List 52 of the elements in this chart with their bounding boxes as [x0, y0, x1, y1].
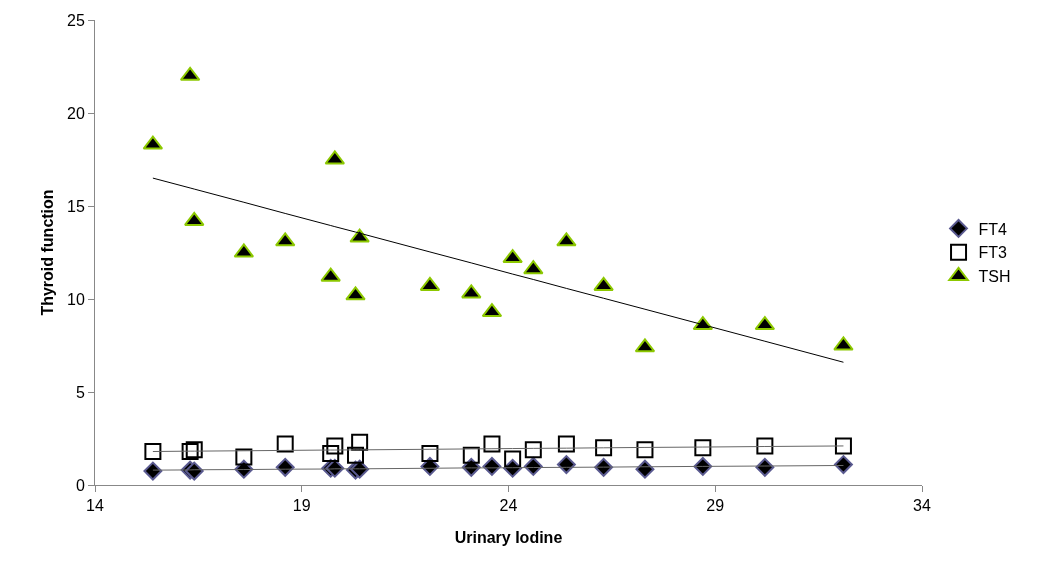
y-tick-label: 20	[67, 104, 85, 122]
y-axis-title: Thyroid function	[39, 189, 56, 316]
point	[235, 448, 253, 466]
legend-label: FT3	[978, 244, 1008, 262]
x-tick-label: 34	[913, 497, 931, 515]
point	[185, 441, 203, 459]
point	[349, 228, 370, 243]
point	[556, 455, 576, 474]
point	[345, 286, 366, 301]
point	[351, 433, 369, 451]
point	[523, 260, 544, 275]
point	[694, 439, 712, 457]
point	[524, 441, 542, 459]
point	[504, 450, 522, 468]
legend-label: TSH	[978, 268, 1011, 286]
point	[326, 437, 344, 455]
point	[833, 336, 854, 351]
point	[347, 446, 365, 464]
y-tick-label: 15	[67, 197, 85, 215]
point	[461, 284, 482, 299]
point	[556, 232, 577, 247]
point	[275, 457, 295, 477]
point	[421, 444, 439, 462]
point	[557, 435, 575, 453]
point	[756, 437, 774, 455]
point	[143, 461, 163, 481]
point	[833, 455, 853, 474]
y-tick-label: 25	[67, 11, 85, 29]
x-tick-label: 19	[292, 497, 311, 515]
point	[595, 439, 613, 457]
legend-label: FT4	[978, 220, 1008, 238]
point	[462, 446, 480, 464]
point	[322, 444, 340, 462]
point	[184, 211, 205, 226]
point	[320, 267, 341, 282]
point	[276, 435, 294, 453]
point	[483, 435, 501, 453]
point	[181, 443, 199, 461]
point	[635, 459, 655, 479]
y-tick-label: 10	[67, 290, 85, 308]
x-tick-label: 24	[499, 497, 518, 515]
x-axis-title: Urinary Iodine	[454, 529, 563, 546]
line-series	[152, 177, 844, 363]
point	[636, 441, 654, 459]
point	[593, 276, 614, 291]
y-tick-label: 5	[75, 383, 85, 401]
point	[502, 249, 523, 264]
x-tick-label: 14	[86, 497, 104, 515]
x-tick-label: 29	[706, 497, 725, 515]
y-tick-label: 0	[75, 476, 85, 494]
point	[144, 443, 162, 461]
point	[834, 437, 852, 455]
